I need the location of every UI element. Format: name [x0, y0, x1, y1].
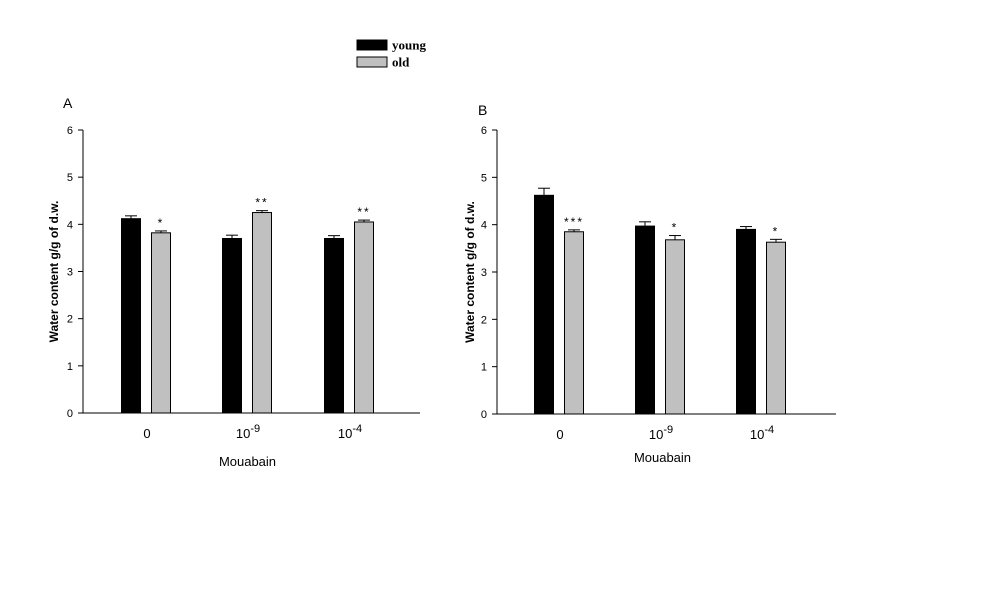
x-tick-label: 0	[143, 426, 150, 441]
bar-young	[222, 237, 242, 414]
x-tick-label: 0	[556, 427, 563, 442]
significance-marker: **	[357, 205, 370, 219]
significance-marker: *	[672, 221, 679, 235]
y-tick-label: 5	[481, 172, 487, 184]
x-tick-label: 10-9	[236, 423, 260, 441]
bar-old	[665, 239, 685, 415]
panel-b: B 0 1 2 3 4 5 6 Water content g/g of d.w. Mouabai…	[463, 102, 836, 465]
y-tick-label: 0	[481, 409, 487, 421]
y-axis-label: Water content g/g of d.w.	[47, 201, 61, 343]
bar-old	[151, 232, 171, 414]
legend: young old	[356, 38, 426, 70]
x-tick-label: 10-4	[750, 424, 774, 442]
legend-swatch-old	[356, 56, 388, 68]
y-tick-label: 6	[481, 125, 487, 137]
x-axis-label: Mouabain	[219, 454, 276, 469]
bar-old	[564, 231, 584, 415]
legend-label-old: old	[392, 55, 410, 70]
y-tick-label: 0	[67, 408, 73, 420]
y-tick-label: 4	[481, 220, 487, 232]
y-tick-label: 2	[67, 314, 73, 326]
x-axis-label: Mouabain	[634, 450, 691, 465]
bar-young	[324, 237, 344, 414]
bar-young	[635, 225, 655, 415]
bar-old	[766, 241, 786, 415]
bar-young	[534, 194, 554, 415]
significance-marker: *	[773, 224, 780, 238]
x-tick-label: 10-4	[338, 423, 362, 441]
y-tick-label: 3	[481, 267, 487, 279]
y-tick-label: 3	[67, 267, 73, 279]
panel-a: A 0 1 2 3 4 5 6 Water content g/g of d.w. Mouabai…	[47, 95, 420, 469]
bar-young	[121, 218, 141, 414]
significance-marker: **	[255, 196, 268, 210]
bar-old	[252, 212, 272, 414]
y-tick-label: 6	[67, 125, 73, 137]
x-tick-label: 10-9	[649, 424, 673, 442]
bar-young	[736, 228, 756, 415]
panel-label: B	[478, 102, 487, 118]
bar-old	[354, 221, 374, 414]
significance-marker: *	[158, 216, 165, 230]
y-tick-label: 4	[67, 219, 73, 231]
y-tick-label: 5	[67, 172, 73, 184]
y-tick-label: 1	[481, 362, 487, 374]
y-axis-label: Water content g/g of d.w.	[463, 201, 477, 343]
y-tick-label: 2	[481, 314, 487, 326]
legend-swatch-young	[356, 39, 388, 51]
y-tick-label: 1	[67, 361, 73, 373]
legend-label-young: young	[392, 38, 426, 53]
significance-marker: ***	[564, 215, 584, 229]
panel-label: A	[63, 95, 73, 111]
